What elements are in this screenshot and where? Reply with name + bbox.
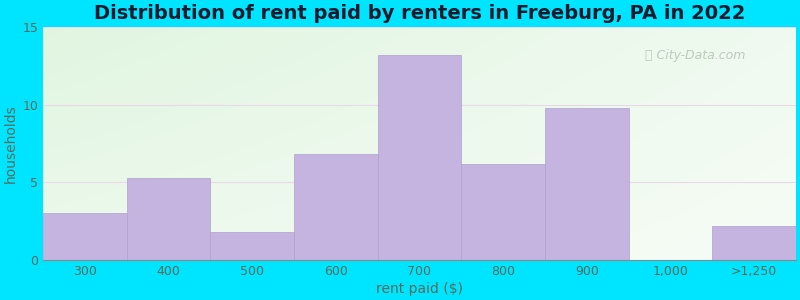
Bar [43, 213, 126, 260]
Bar [545, 108, 629, 260]
Y-axis label: households: households [4, 104, 18, 183]
Bar [378, 56, 462, 260]
Bar [294, 154, 378, 260]
Bar [126, 178, 210, 260]
X-axis label: rent paid ($): rent paid ($) [376, 282, 463, 296]
Text: ⓘ City-Data.com: ⓘ City-Data.com [646, 49, 746, 62]
Bar [462, 164, 545, 260]
Title: Distribution of rent paid by renters in Freeburg, PA in 2022: Distribution of rent paid by renters in … [94, 4, 745, 23]
Bar [210, 232, 294, 260]
Bar [712, 226, 796, 260]
